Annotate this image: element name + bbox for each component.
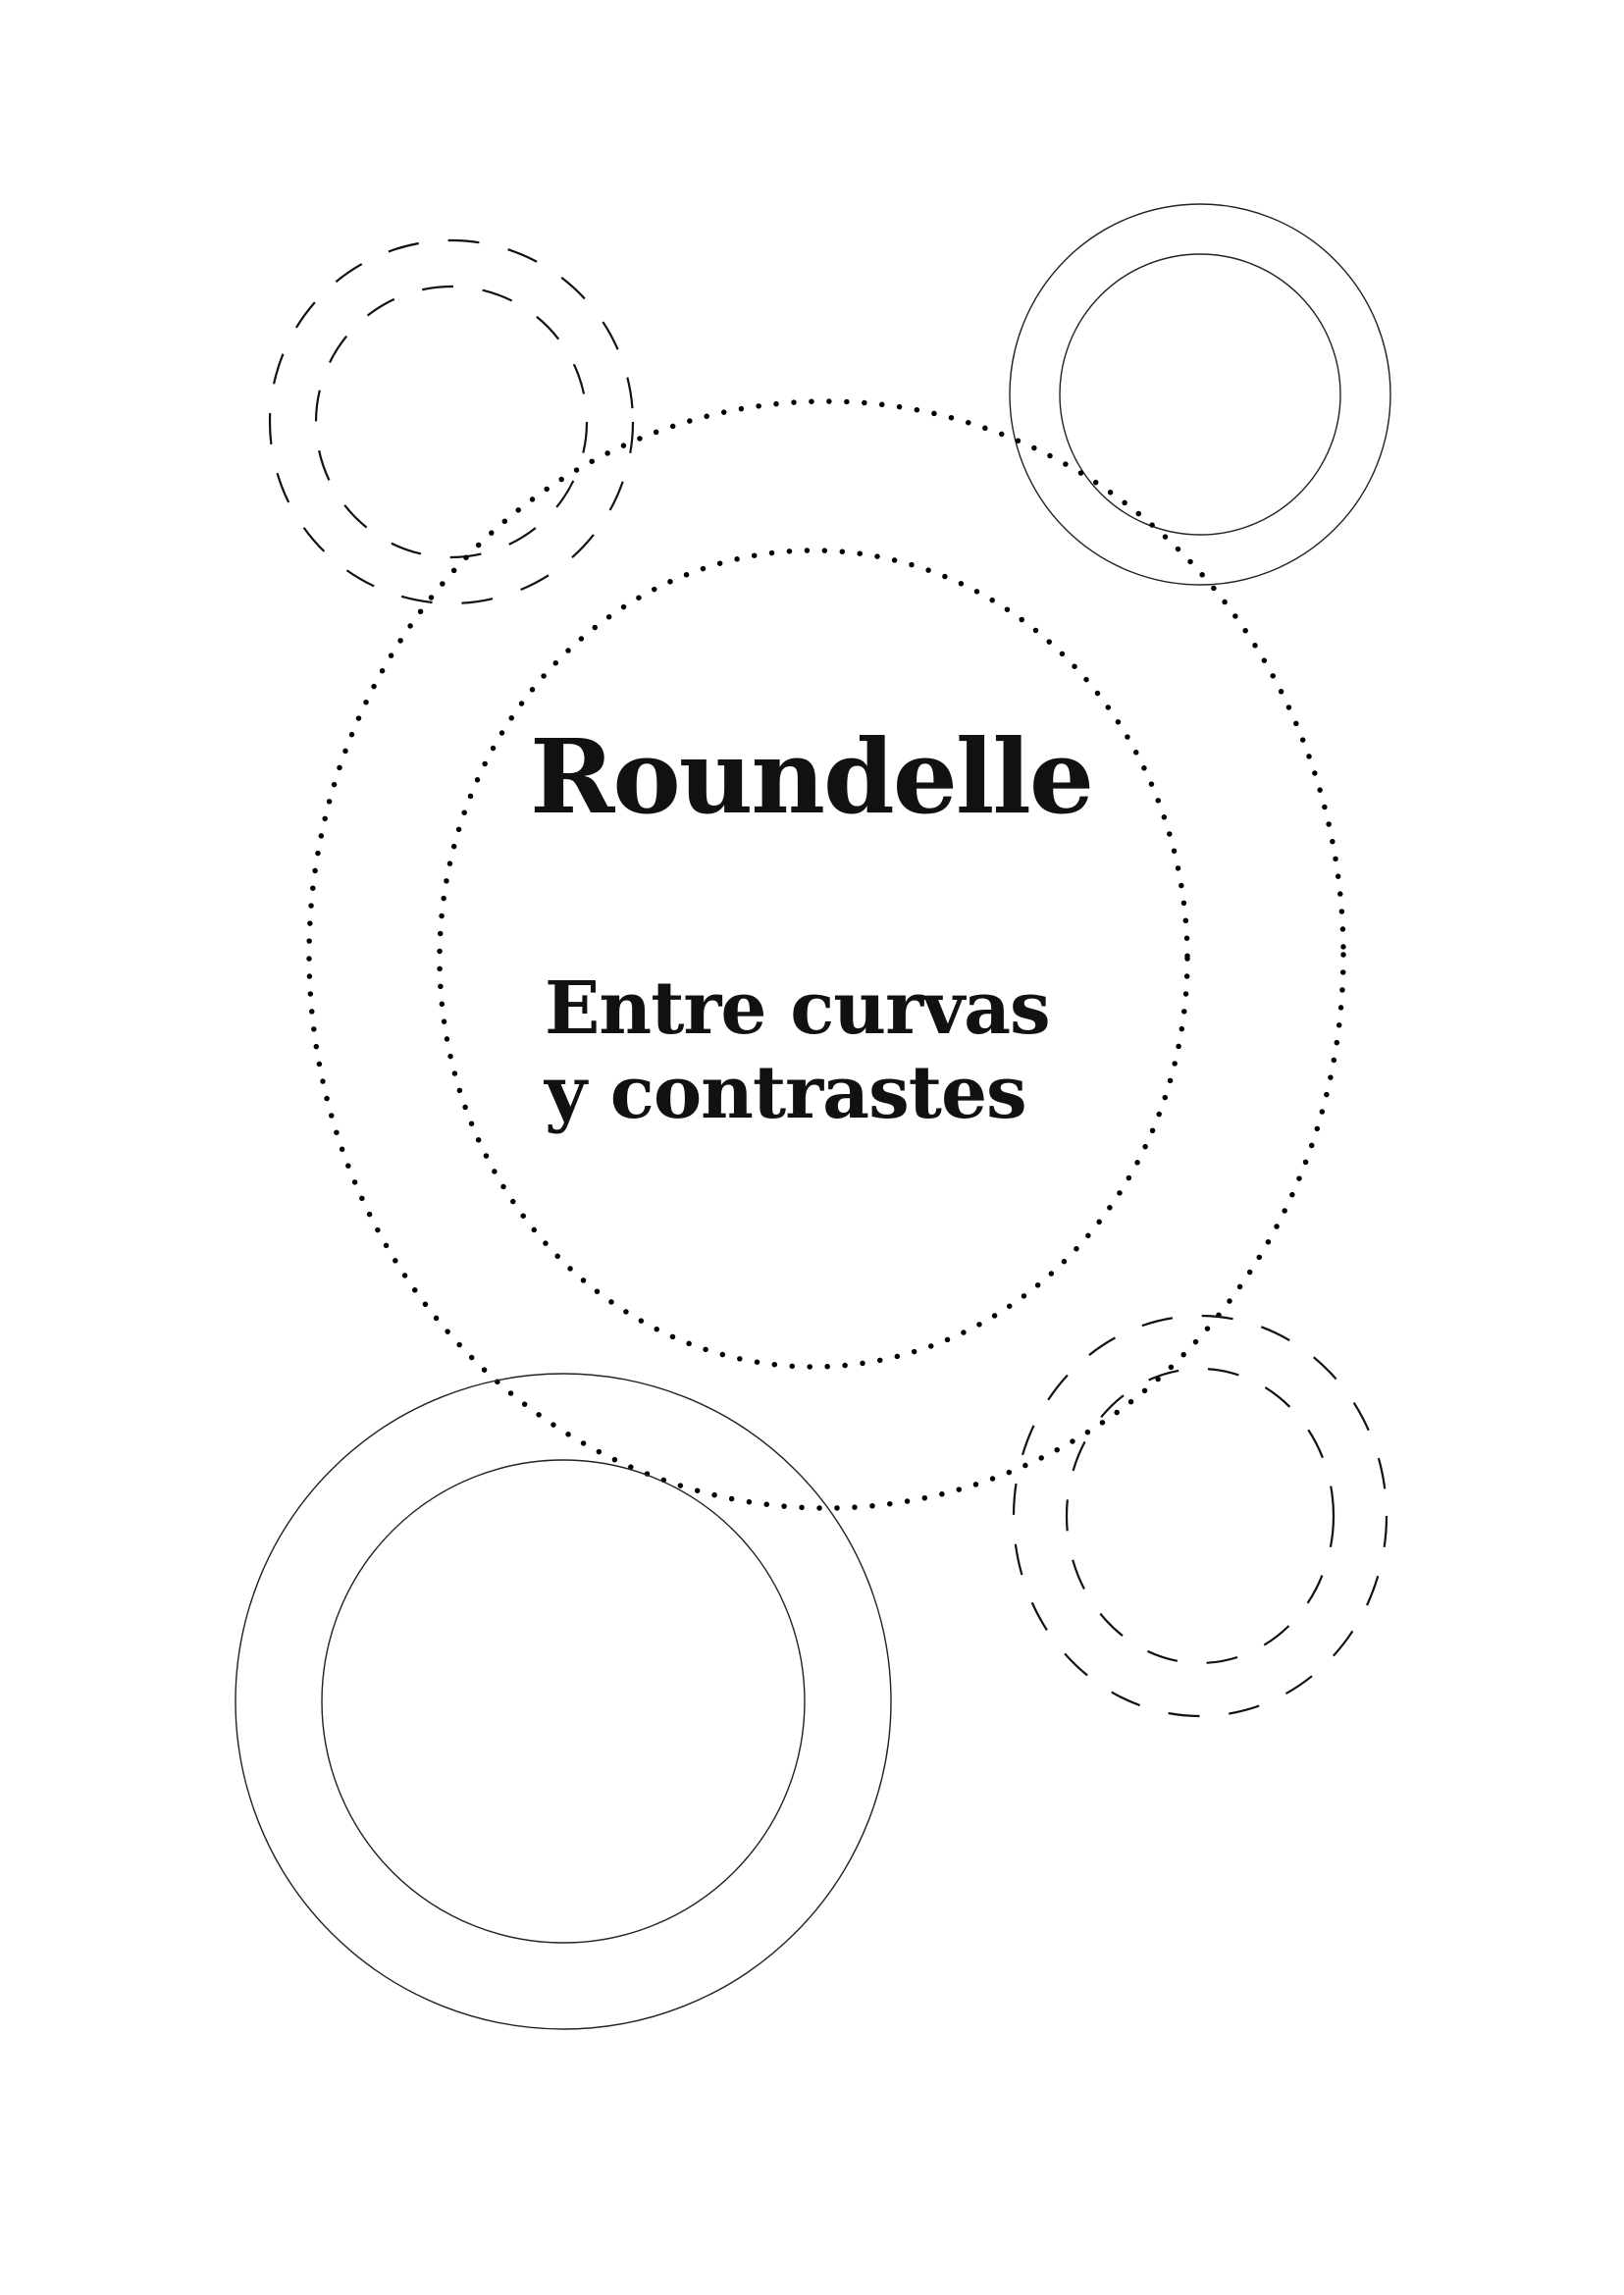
wavy-circle-outer (235, 1373, 892, 2030)
subtitle-line-1: Entre curvas (545, 966, 1051, 1051)
dashed-circle-pair-bottom-right (1012, 1314, 1388, 1718)
page-subtitle: Entre curvas y contrastes (545, 966, 1114, 1135)
page-title: Roundelle (530, 716, 1094, 837)
wavy-circle-pair-bottom-left (235, 1373, 892, 2030)
wavy-circle-pair-top-right (1009, 203, 1391, 586)
dashed-circle-inner (314, 285, 589, 559)
wavy-circle-inner (1059, 253, 1341, 536)
wavy-circle-outer (1009, 203, 1391, 586)
dashed-circle-inner (1065, 1367, 1336, 1665)
wavy-circle-inner (321, 1459, 806, 1944)
dotted-circle-outer (306, 398, 1346, 1511)
dotted-circle-pair-center (306, 398, 1346, 1511)
dashed-circle-outer (268, 238, 635, 605)
dashed-circle-outer (1012, 1314, 1388, 1718)
dotted-circle-inner (437, 548, 1190, 1370)
dashed-circle-pair-top-left (268, 238, 635, 605)
subtitle-line-2: y contrastes (545, 1051, 1027, 1135)
